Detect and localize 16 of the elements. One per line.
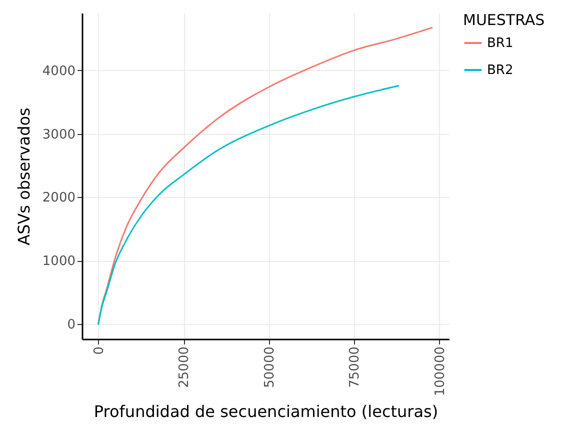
- legend-label: BR1: [487, 36, 514, 51]
- y-tick-label: 4000: [42, 64, 76, 79]
- line-series: [98, 84, 400, 325]
- y-tick-label: 3000: [42, 127, 76, 142]
- x-tick-label: 75000: [348, 346, 363, 388]
- x-axis-title: Profundidad de secuenciamiento (lecturas): [94, 402, 438, 422]
- y-tick-label: 0: [67, 317, 76, 332]
- legend-title: MUESTRAS: [463, 11, 545, 29]
- x-tick-label: 0: [92, 346, 107, 355]
- x-tick-label: 25000: [177, 346, 192, 388]
- y-tick-label: 1000: [42, 254, 76, 270]
- x-tick-label: 100000: [432, 346, 448, 396]
- y-tick-label: 2000: [42, 190, 76, 206]
- legend-label: BR2: [487, 63, 514, 78]
- y-axis-title: ASVs observados: [14, 108, 34, 246]
- x-tick-label: 50000: [262, 346, 278, 388]
